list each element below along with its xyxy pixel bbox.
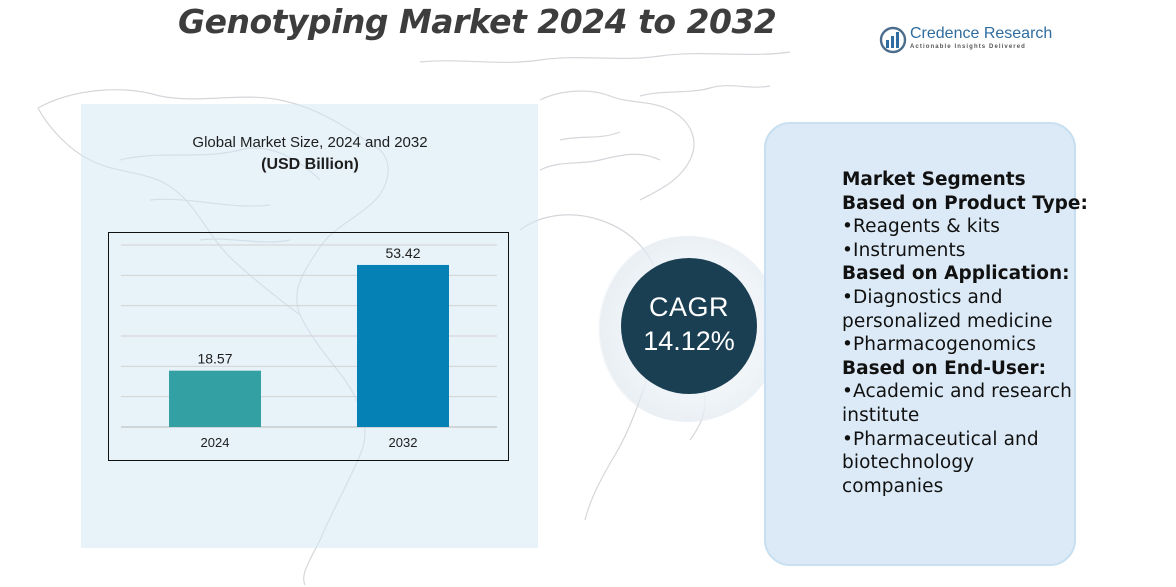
bar-value-label: 53.42: [385, 245, 420, 261]
segment-group-title: Based on End-User:: [842, 357, 1046, 379]
bar-2032: [357, 264, 449, 427]
segment-group-title: Based on Product Type:: [842, 192, 1088, 214]
chart-unit: (USD Billion): [261, 156, 359, 173]
segments-heading: Market Segments: [842, 169, 1026, 190]
chart-panel: [81, 104, 538, 548]
segment-group-title: Based on Application:: [842, 263, 1070, 285]
segment-item: •Pharmacogenomics: [842, 334, 1037, 356]
logo-tagline: Actionable Insights Delivered: [910, 44, 1026, 50]
cagr-badge: CAGR 14.12%: [621, 258, 757, 394]
credence-research-logo: Credence Research Actionable Insights De…: [878, 24, 1058, 56]
cagr-label: CAGR: [648, 292, 729, 322]
segments-panel: [764, 122, 1076, 566]
x-tick-label: 2024: [201, 435, 230, 450]
segment-item: •Academic and research institute: [842, 381, 1073, 426]
segment-item: •Reagents & kits: [842, 216, 1000, 238]
bar-chart: 18.57 2024 53.42 2032: [108, 232, 509, 461]
segment-item: •Pharmaceutical and biotechnology compan…: [842, 428, 1039, 497]
x-tick-label: 2032: [389, 435, 418, 450]
bar-chart-canvas: 18.57 2024 53.42 2032: [121, 244, 497, 450]
bar-2024: [169, 370, 261, 427]
logo-name: Credence Research: [910, 25, 1053, 42]
chart-subtitle: Global Market Size, 2024 and 2032: [192, 134, 428, 151]
cagr-value: 14.12%: [643, 326, 735, 356]
segment-item: •Instruments: [842, 239, 966, 261]
bar-value-label: 18.57: [197, 351, 232, 367]
logo-mark-icon: [879, 26, 907, 54]
page-title: Genotyping Market 2024 to 2032: [178, 2, 777, 41]
market-segments: Market Segments Based on Product Type: •R…: [842, 168, 1088, 498]
segment-item: •Diagnostics and personalized medicine: [842, 286, 1053, 332]
